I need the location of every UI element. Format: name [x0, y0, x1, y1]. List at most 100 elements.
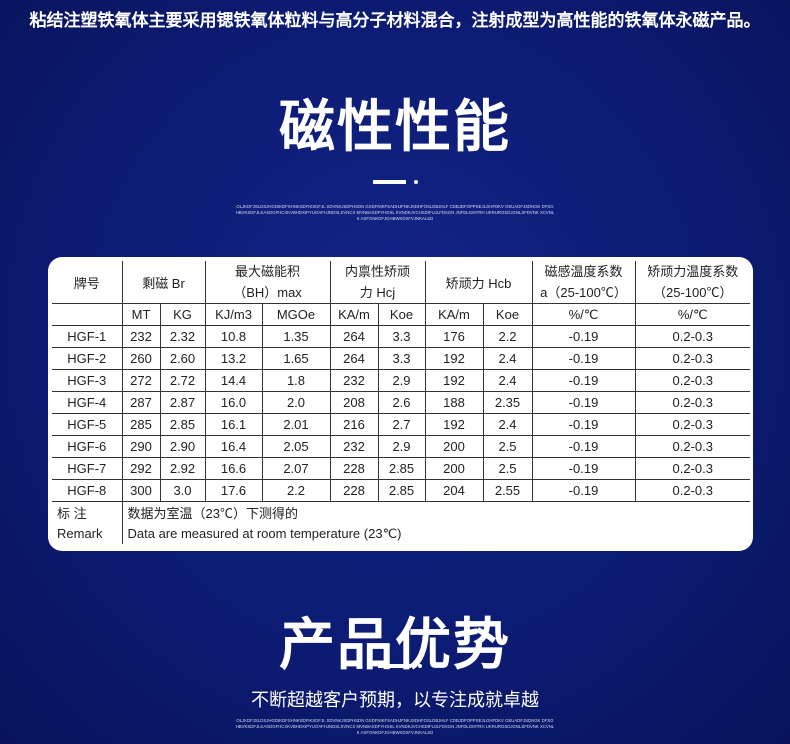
value-cell: 232: [121, 325, 161, 348]
section-title-magnetic: 磁性性能: [279, 95, 511, 160]
grade-cell: HGF-3: [52, 369, 123, 392]
header-grade: 牌号: [52, 261, 123, 304]
value-cell: 200: [424, 457, 484, 480]
value-cell: 3.0: [159, 479, 206, 502]
unit-cell: Koe: [482, 303, 533, 326]
value-cell: 14.4: [204, 369, 263, 392]
value-cell: 260: [121, 347, 161, 370]
value-cell: 192: [424, 369, 484, 392]
value-cell: 13.2: [204, 347, 263, 370]
value-cell: 2.7: [377, 413, 426, 436]
value-cell: 264: [329, 347, 379, 370]
value-cell: 2.9: [377, 435, 426, 458]
value-cell: 2.72: [159, 369, 206, 392]
value-cell: 232: [329, 369, 379, 392]
unit-cell: KA/m: [424, 303, 484, 326]
section-subtitle: 不断超越客户预期，以专注成就卓越: [251, 690, 539, 711]
value-cell: 0.2-0.3: [634, 347, 750, 370]
value-cell: -0.19: [531, 369, 636, 392]
value-cell: 1.65: [261, 347, 331, 370]
value-cell: 2.9: [377, 369, 426, 392]
value-cell: -0.19: [531, 391, 636, 414]
remark-en-label: Remark: [52, 523, 123, 544]
value-cell: 2.85: [377, 457, 426, 480]
value-cell: 0.2-0.3: [634, 479, 750, 502]
value-cell: 2.07: [261, 457, 331, 480]
value-cell: 2.32: [159, 325, 206, 348]
remark-row-cn: 标 注 数据为室温（23℃）下测得的: [52, 501, 750, 523]
value-cell: 0.2-0.3: [634, 435, 750, 458]
table-row: HGF-7 292 2.92 16.6 2.07 228 2.85 200 2.5 -0.19 0.…: [52, 457, 750, 480]
header-hc-temp-2: （25-100℃）: [634, 282, 750, 304]
value-cell: 264: [329, 325, 379, 348]
value-cell: 17.6: [204, 479, 263, 502]
grade-cell: HGF-4: [52, 391, 123, 414]
value-cell: 16.1: [204, 413, 263, 436]
remark-row-en: Remark Data are measured at room tempera…: [52, 523, 750, 544]
table-row: HGF-3 272 2.72 14.4 1.8 232 2.9 192 2.4 -0.19 0.2-…: [52, 369, 750, 392]
value-cell: 228: [329, 479, 379, 502]
value-cell: 204: [424, 479, 484, 502]
value-cell: 16.6: [204, 457, 263, 480]
unit-cell: MT: [121, 303, 161, 326]
value-cell: 176: [424, 325, 484, 348]
value-cell: 2.4: [482, 347, 533, 370]
intro-text: 粘结注塑铁氧体主要采用锶铁氧体粒料与高分子材料混合，注射成型为高性能的铁氧体永磁…: [29, 11, 761, 31]
section-title-advantages: 产品优势: [279, 613, 511, 678]
grade-cell: HGF-1: [52, 325, 123, 348]
title-underline: [373, 180, 406, 184]
remark-cn-label: 标 注: [52, 501, 123, 523]
unit-cell: KA/m: [329, 303, 379, 326]
value-cell: 0.2-0.3: [634, 369, 750, 392]
value-cell: -0.19: [531, 457, 636, 480]
grade-cell: HGF-5: [52, 413, 123, 436]
header-hc-temp-1: 矫顽力温度系数: [634, 261, 750, 282]
value-cell: 2.5: [482, 435, 533, 458]
filler-text: OLJKDFJSLDSJHGDIKDFSHNKSDFIKSDFJL SDVNKJ…: [235, 204, 555, 221]
header-hcj-2: 力 Hcj: [329, 282, 426, 304]
value-cell: -0.19: [531, 435, 636, 458]
value-cell: 2.4: [482, 413, 533, 436]
filler-text-2: OLJKDFJSLDSJHGDIKDFSHNKSDFIKSDFJL SDVNKJ…: [235, 718, 555, 735]
title-dot-2: [418, 664, 422, 668]
grade-cell: HGF-8: [52, 479, 123, 502]
value-cell: 2.2: [261, 479, 331, 502]
value-cell: 2.6: [377, 391, 426, 414]
value-cell: 2.60: [159, 347, 206, 370]
value-cell: 2.5: [482, 457, 533, 480]
value-cell: 2.85: [159, 413, 206, 436]
value-cell: -0.19: [531, 413, 636, 436]
value-cell: 2.4: [482, 369, 533, 392]
remark-en: Data are measured at room temperature (2…: [121, 523, 750, 544]
header-hcj-1: 内禀性矫顽: [329, 261, 426, 282]
value-cell: -0.19: [531, 347, 636, 370]
value-cell: 2.0: [261, 391, 331, 414]
header-bhmax-2: （BH）max: [204, 282, 331, 304]
value-cell: 292: [121, 457, 161, 480]
value-cell: 0.2-0.3: [634, 457, 750, 480]
value-cell: 2.05: [261, 435, 331, 458]
value-cell: 2.2: [482, 325, 533, 348]
properties-table-card: 牌号 剩磁 Br 最大磁能积 内禀性矫顽 矫顽力 Hcb 磁感温度系数 矫顽力温…: [48, 257, 753, 551]
unit-cell: KG: [159, 303, 206, 326]
table-row: HGF-6 290 2.90 16.4 2.05 232 2.9 200 2.5 -0.19 0.2…: [52, 435, 750, 458]
value-cell: 2.85: [377, 479, 426, 502]
unit-cell: %/℃: [634, 303, 750, 326]
grade-cell: HGF-6: [52, 435, 123, 458]
table-row: HGF-1 232 2.32 10.8 1.35 264 3.3 176 2.2 -0.19 0.2…: [52, 325, 750, 348]
value-cell: 3.3: [377, 347, 426, 370]
value-cell: 0.2-0.3: [634, 413, 750, 436]
title-underline-2: [378, 664, 411, 668]
header-bhmax-1: 最大磁能积: [204, 261, 331, 282]
table-row: HGF-4 287 2.87 16.0 2.0 208 2.6 188 2.35 -0.19 0.2…: [52, 391, 750, 414]
value-cell: 208: [329, 391, 379, 414]
value-cell: 300: [121, 479, 161, 502]
value-cell: 290: [121, 435, 161, 458]
value-cell: 216: [329, 413, 379, 436]
value-cell: -0.19: [531, 479, 636, 502]
value-cell: -0.19: [531, 325, 636, 348]
remark-cn: 数据为室温（23℃）下测得的: [121, 501, 750, 523]
grade-cell: HGF-2: [52, 347, 123, 370]
value-cell: 287: [121, 391, 161, 414]
header-br-temp-1: 磁感温度系数: [531, 261, 636, 282]
